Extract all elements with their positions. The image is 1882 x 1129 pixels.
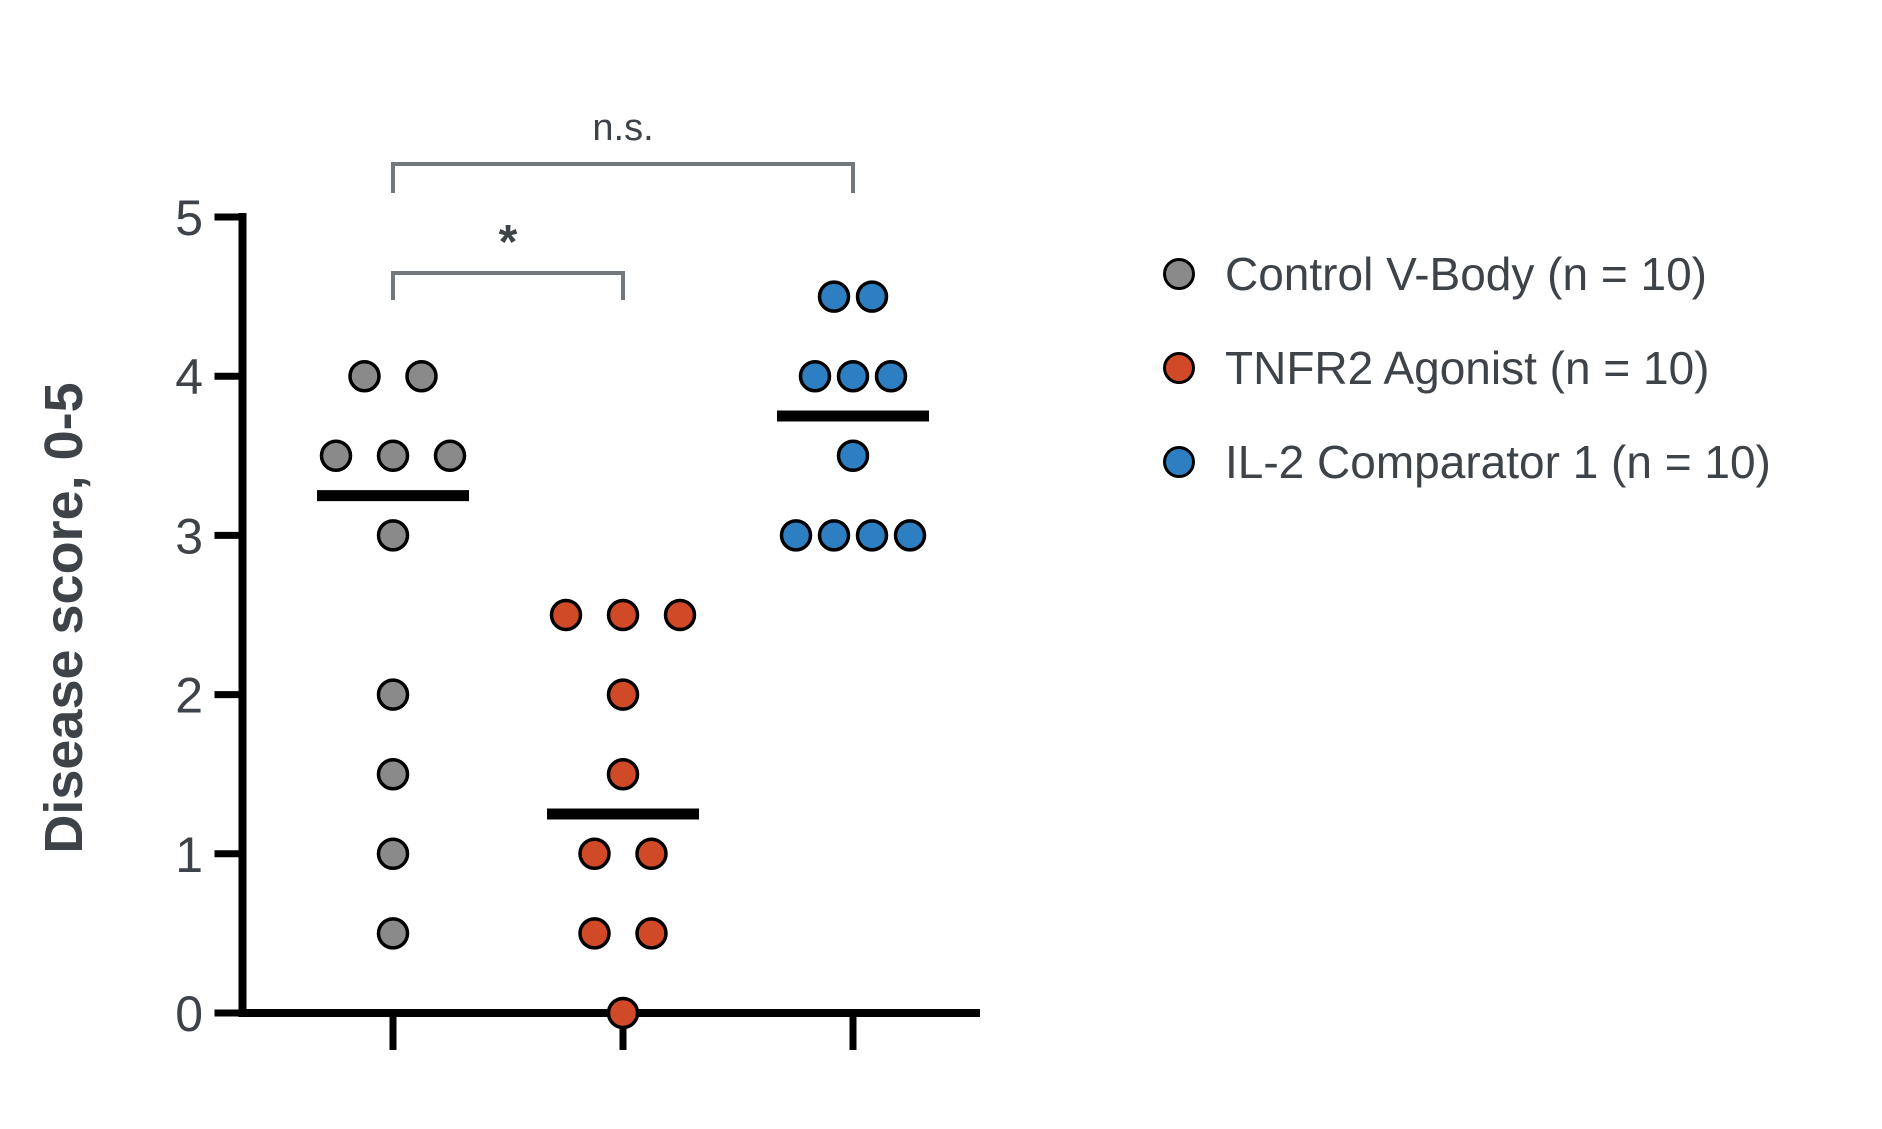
data-point [798,359,832,393]
legend-label: IL-2 Comparator 1 (n = 10) [1225,436,1771,488]
legend-marker [1163,258,1195,290]
data-point [663,598,697,632]
data-point [779,519,813,552]
data-point [376,757,410,791]
bracket-line [391,162,855,193]
data-point [855,519,889,552]
data-point [376,917,410,950]
legend-label: Control V-Body (n = 10) [1225,248,1707,300]
data-point [376,519,410,552]
data-point [578,837,611,871]
y-tick-label: 1 [175,827,203,883]
significance-label: * [499,216,518,269]
data-point [606,598,640,632]
legend-label: TNFR2 Agonist (n = 10) [1225,342,1709,394]
data-point [836,439,870,473]
significance-brackets: * n.s. [391,107,855,300]
data-point [319,439,353,473]
data-point [578,917,611,950]
significance-label: n.s. [592,107,653,149]
y-tick-label: 2 [175,668,203,724]
data-point [893,519,927,552]
data-point [376,439,410,473]
data-point [606,678,640,711]
y-axis-label: Disease score, 0-5 [34,382,94,853]
data-point [635,837,668,871]
legend-marker [1163,446,1195,478]
data-point [405,359,438,393]
y-tick-label: 4 [175,349,203,405]
data-point [635,917,668,950]
y-tick-label: 0 [175,986,203,1042]
legend-marker [1163,352,1195,384]
data-point [874,359,908,393]
data-point [836,359,870,393]
median-lines [317,410,929,820]
data-point [817,519,851,552]
data-point [433,439,467,473]
y-tick-label: 3 [175,508,203,564]
data-point [376,678,410,711]
data-points [319,280,927,1030]
legend: Control V-Body (n = 10) TNFR2 Agonist (n … [1163,248,1771,488]
data-point [817,280,851,313]
data-point [376,837,410,871]
axes: 5 4 3 2 1 0 [175,190,980,1050]
data-point [549,598,583,632]
y-tick-label: 5 [175,190,203,246]
data-point [606,996,640,1030]
data-point [348,359,381,393]
data-point [606,757,640,791]
bracket-line [391,271,625,300]
data-point [855,280,889,313]
